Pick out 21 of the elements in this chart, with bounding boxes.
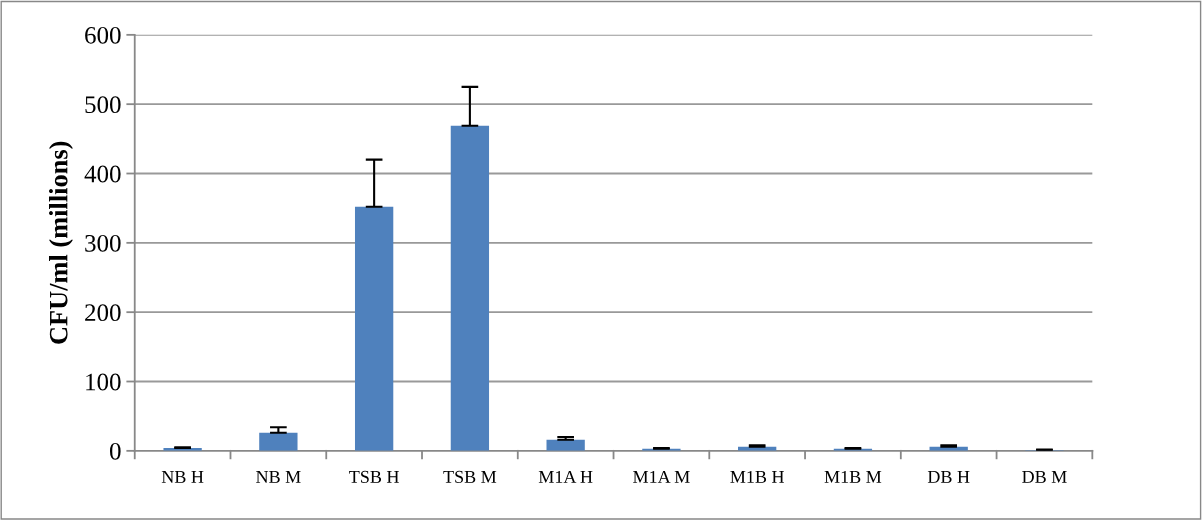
- x-tick-label: M1A M: [633, 470, 690, 483]
- x-tick-label: TSB H: [349, 470, 399, 483]
- y-axis-title: CFU/ml (millions): [49, 141, 73, 344]
- x-tick-label: NB M: [256, 470, 301, 483]
- x-tick-label: M1B H: [730, 470, 784, 483]
- y-tick-label: 400: [84, 165, 121, 183]
- x-tick-label: NB H: [161, 470, 204, 483]
- x-tick-label: DB H: [927, 470, 970, 483]
- y-tick-label: 200: [85, 304, 121, 322]
- bar: [354, 206, 394, 451]
- x-tick-label: TSB M: [443, 470, 497, 483]
- y-tick-label: 600: [85, 26, 121, 44]
- x-tick-label: DB M: [1022, 470, 1067, 483]
- bar: [259, 432, 298, 451]
- y-tick-label: 300: [85, 234, 121, 252]
- y-tick-label: 500: [85, 96, 121, 114]
- x-tick-label: M1A H: [538, 470, 593, 483]
- bar: [450, 125, 490, 451]
- y-tick-label: 0: [109, 442, 121, 460]
- y-tick-label: 100: [86, 373, 121, 391]
- x-tick-label: M1B M: [824, 470, 882, 483]
